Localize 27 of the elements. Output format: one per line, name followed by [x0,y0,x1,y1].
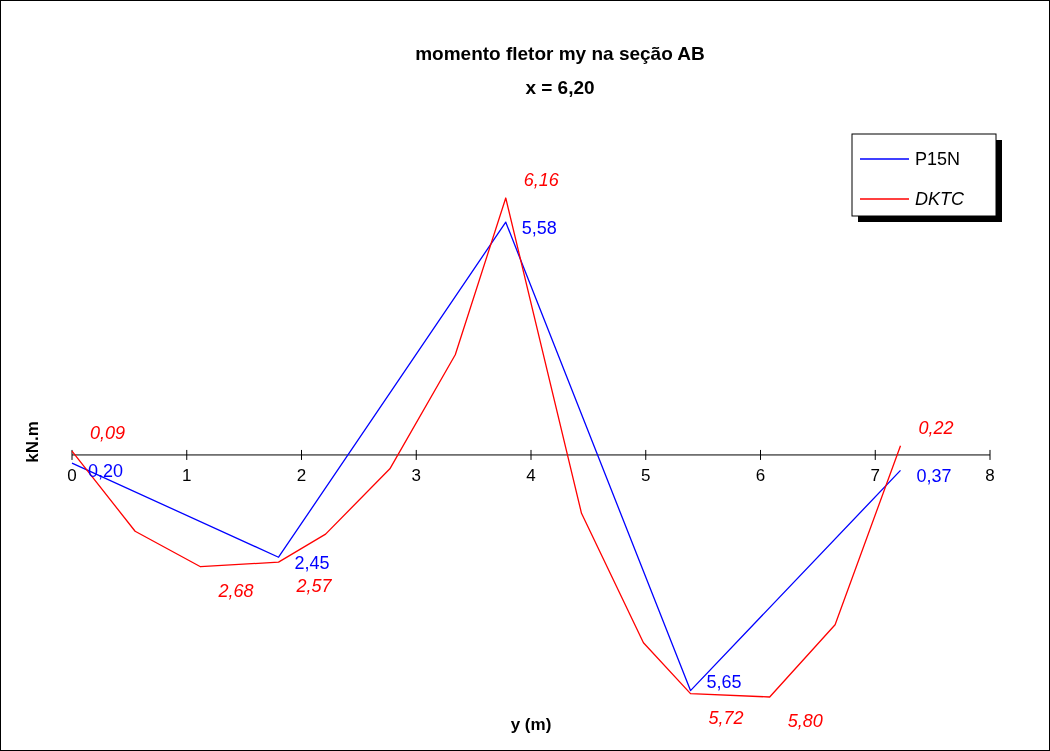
y-axis-title: kN.m [23,421,42,463]
x-tick-label: 8 [985,465,995,485]
x-tick-label: 1 [182,465,192,485]
x-tick-label: 5 [641,465,651,485]
chart-title: momento fletor my na seção AB [415,43,705,64]
legend-label: DKTC [915,189,965,209]
annotation: 2,68 [217,580,254,601]
annotation: 6,16 [523,170,560,190]
annotation: 0,20 [88,461,124,482]
annotation: 0,37 [916,466,952,487]
x-tick-label: 7 [870,465,880,485]
x-axis-title: y (m) [510,715,552,734]
chart-subtitle: x = 6,20 [525,77,595,98]
x-tick-label: 0 [67,465,77,485]
annotation: 2,57 [295,576,333,597]
annotation: 5,72 [708,707,744,728]
annotation: 0,22 [918,417,954,438]
annotation: 5,65 [706,671,742,692]
x-tick-label: 2 [296,465,307,485]
annotation: 5,80 [787,711,823,731]
x-tick-label: 3 [411,465,421,485]
x-tick-label: 4 [526,465,536,485]
x-tick-label: 6 [755,465,766,485]
annotation: 5,58 [521,218,557,239]
annotation: 0,09 [90,423,126,444]
legend-label: P15N [915,149,961,169]
annotation: 2,45 [294,553,330,574]
